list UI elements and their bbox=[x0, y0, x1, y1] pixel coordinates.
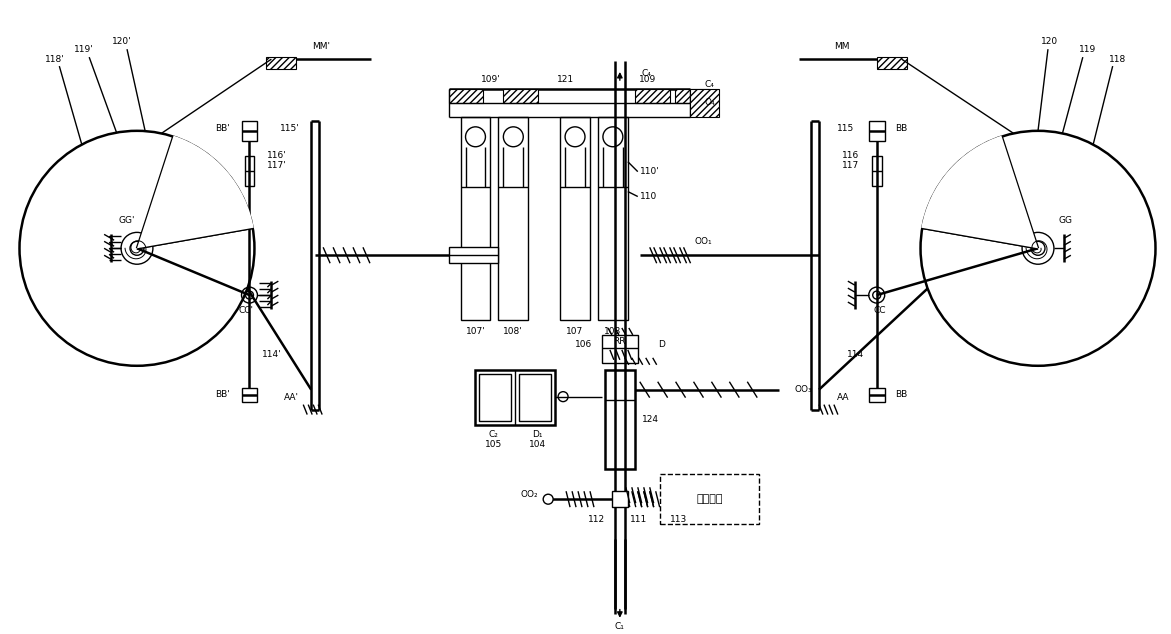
Text: GG': GG' bbox=[118, 216, 136, 225]
Text: 118: 118 bbox=[1109, 55, 1127, 63]
Text: 108: 108 bbox=[604, 327, 622, 337]
Text: 109': 109' bbox=[480, 75, 500, 84]
Wedge shape bbox=[137, 136, 254, 249]
Text: MM': MM' bbox=[313, 42, 330, 51]
Bar bbox=[598, 117, 628, 320]
Bar bbox=[602, 335, 638, 363]
Text: 106: 106 bbox=[575, 340, 593, 349]
Text: CC: CC bbox=[874, 306, 886, 314]
Text: RR: RR bbox=[614, 337, 626, 346]
Bar bbox=[674, 89, 710, 103]
Bar bbox=[267, 57, 296, 69]
Text: D: D bbox=[658, 340, 665, 349]
Text: GG: GG bbox=[1059, 216, 1073, 225]
Bar bbox=[659, 474, 759, 524]
Text: 107: 107 bbox=[567, 327, 583, 337]
Text: 107': 107' bbox=[466, 327, 485, 337]
Text: 116': 116' bbox=[267, 152, 287, 160]
Text: C₁: C₁ bbox=[615, 622, 625, 631]
Bar bbox=[460, 117, 491, 320]
Text: 110: 110 bbox=[639, 192, 657, 201]
Text: 110': 110' bbox=[639, 167, 659, 176]
Text: 115: 115 bbox=[837, 124, 854, 133]
Bar bbox=[504, 89, 539, 103]
Text: 114': 114' bbox=[261, 351, 281, 359]
Text: 108': 108' bbox=[504, 327, 523, 337]
Bar bbox=[479, 374, 512, 420]
Text: BB: BB bbox=[895, 390, 906, 399]
Wedge shape bbox=[922, 136, 1038, 249]
Text: 119: 119 bbox=[1080, 44, 1096, 54]
Text: OO₁: OO₁ bbox=[694, 237, 712, 246]
Text: BB': BB' bbox=[214, 124, 230, 133]
Text: 121: 121 bbox=[556, 75, 574, 84]
Bar bbox=[448, 89, 484, 103]
Text: 118': 118' bbox=[44, 55, 64, 63]
Bar bbox=[612, 491, 628, 507]
Text: 116: 116 bbox=[842, 152, 858, 160]
Text: O₄: O₄ bbox=[704, 98, 714, 107]
Bar bbox=[869, 121, 884, 141]
Text: AA: AA bbox=[837, 393, 849, 402]
Bar bbox=[635, 89, 670, 103]
Bar bbox=[869, 387, 884, 401]
Bar bbox=[877, 57, 906, 69]
Text: OO₃: OO₃ bbox=[794, 385, 812, 394]
Text: 105: 105 bbox=[485, 440, 502, 449]
Text: 113: 113 bbox=[670, 515, 687, 524]
Text: 104: 104 bbox=[528, 440, 546, 449]
Bar bbox=[499, 117, 528, 320]
Text: 开口机构: 开口机构 bbox=[697, 494, 723, 504]
Text: D₁: D₁ bbox=[532, 430, 542, 439]
Text: C₄: C₄ bbox=[642, 68, 651, 77]
Text: 120': 120' bbox=[112, 37, 132, 46]
Bar bbox=[560, 117, 590, 320]
Bar bbox=[519, 374, 552, 420]
Text: AA': AA' bbox=[285, 393, 300, 402]
Bar bbox=[605, 370, 635, 469]
Bar bbox=[690, 89, 719, 117]
Bar bbox=[245, 156, 254, 186]
Text: C₂: C₂ bbox=[488, 430, 499, 439]
Text: BB': BB' bbox=[214, 390, 230, 399]
Circle shape bbox=[543, 495, 553, 504]
Text: 119': 119' bbox=[74, 44, 94, 54]
Text: 112: 112 bbox=[588, 515, 605, 524]
Text: 117: 117 bbox=[842, 161, 858, 170]
Bar bbox=[241, 387, 258, 401]
Text: C₄: C₄ bbox=[705, 79, 714, 89]
Text: 109: 109 bbox=[639, 75, 657, 84]
Bar bbox=[871, 156, 882, 186]
Bar bbox=[475, 370, 555, 425]
Text: MM: MM bbox=[834, 42, 850, 51]
Text: 115': 115' bbox=[280, 124, 300, 133]
Bar bbox=[448, 247, 499, 263]
Text: 120: 120 bbox=[1041, 37, 1059, 46]
Text: OO₂: OO₂ bbox=[521, 489, 539, 499]
Bar bbox=[241, 121, 258, 141]
Text: 114: 114 bbox=[847, 351, 864, 359]
Text: CC': CC' bbox=[239, 306, 254, 314]
Text: 124: 124 bbox=[642, 415, 659, 424]
Text: 117': 117' bbox=[267, 161, 287, 170]
Text: BB: BB bbox=[895, 124, 906, 133]
Text: 111: 111 bbox=[630, 515, 648, 524]
